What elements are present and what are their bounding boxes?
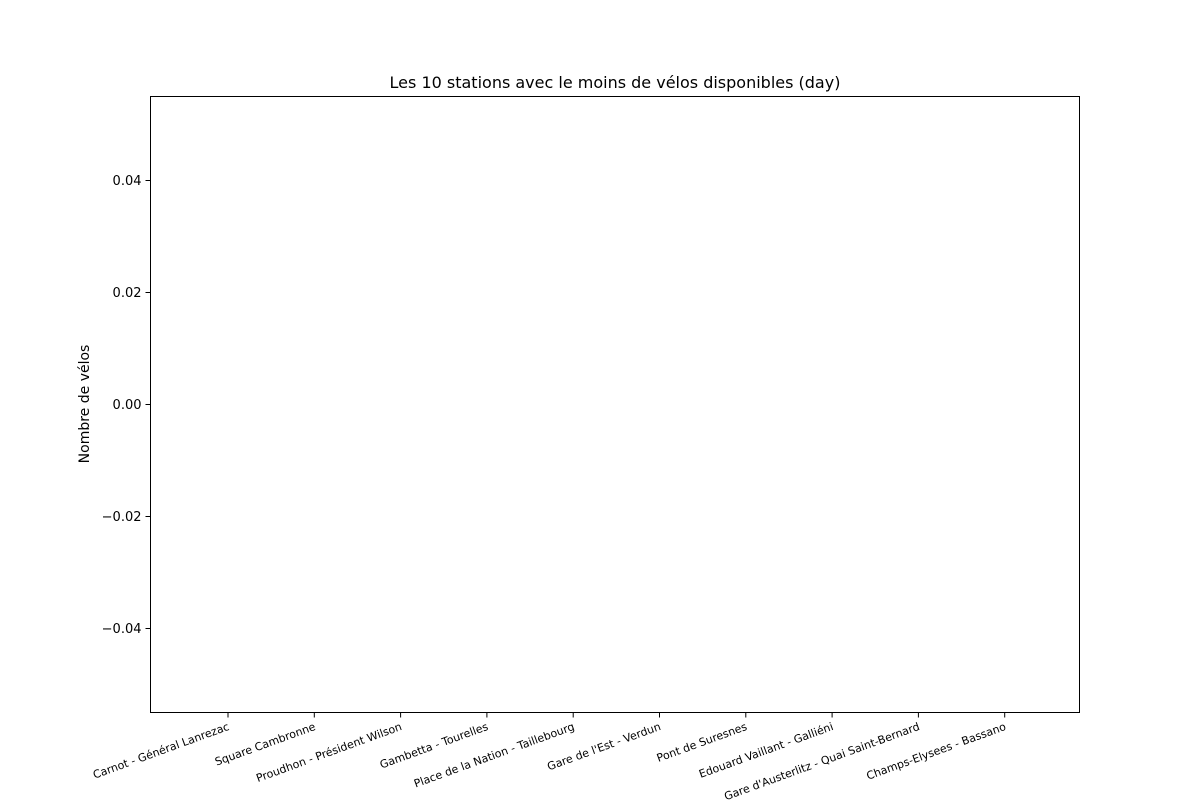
x-tick-label: Carnot - Général Lanrezac bbox=[91, 720, 231, 781]
y-tick-label: 0.00 bbox=[113, 398, 142, 413]
y-tick-label: −0.04 bbox=[102, 622, 142, 637]
x-tick-label: Champs-Elysees - Bassano bbox=[865, 720, 1008, 783]
y-tick-label: 0.04 bbox=[113, 174, 142, 189]
chart-title: Les 10 stations avec le moins de vélos d… bbox=[390, 73, 841, 92]
y-axis-ticks: −0.04 −0.02 0.00 0.02 0.04 bbox=[102, 174, 151, 637]
x-tick-label: Place de la Nation - Taillebourg bbox=[412, 720, 576, 790]
y-tick-label: −0.02 bbox=[102, 510, 142, 525]
x-tick-label: Proudhon - Président Wilson bbox=[254, 720, 403, 785]
y-axis-label: Nombre de vélos bbox=[77, 345, 93, 464]
y-tick-label: 0.02 bbox=[113, 286, 142, 301]
plot-area-frame bbox=[150, 96, 1080, 713]
